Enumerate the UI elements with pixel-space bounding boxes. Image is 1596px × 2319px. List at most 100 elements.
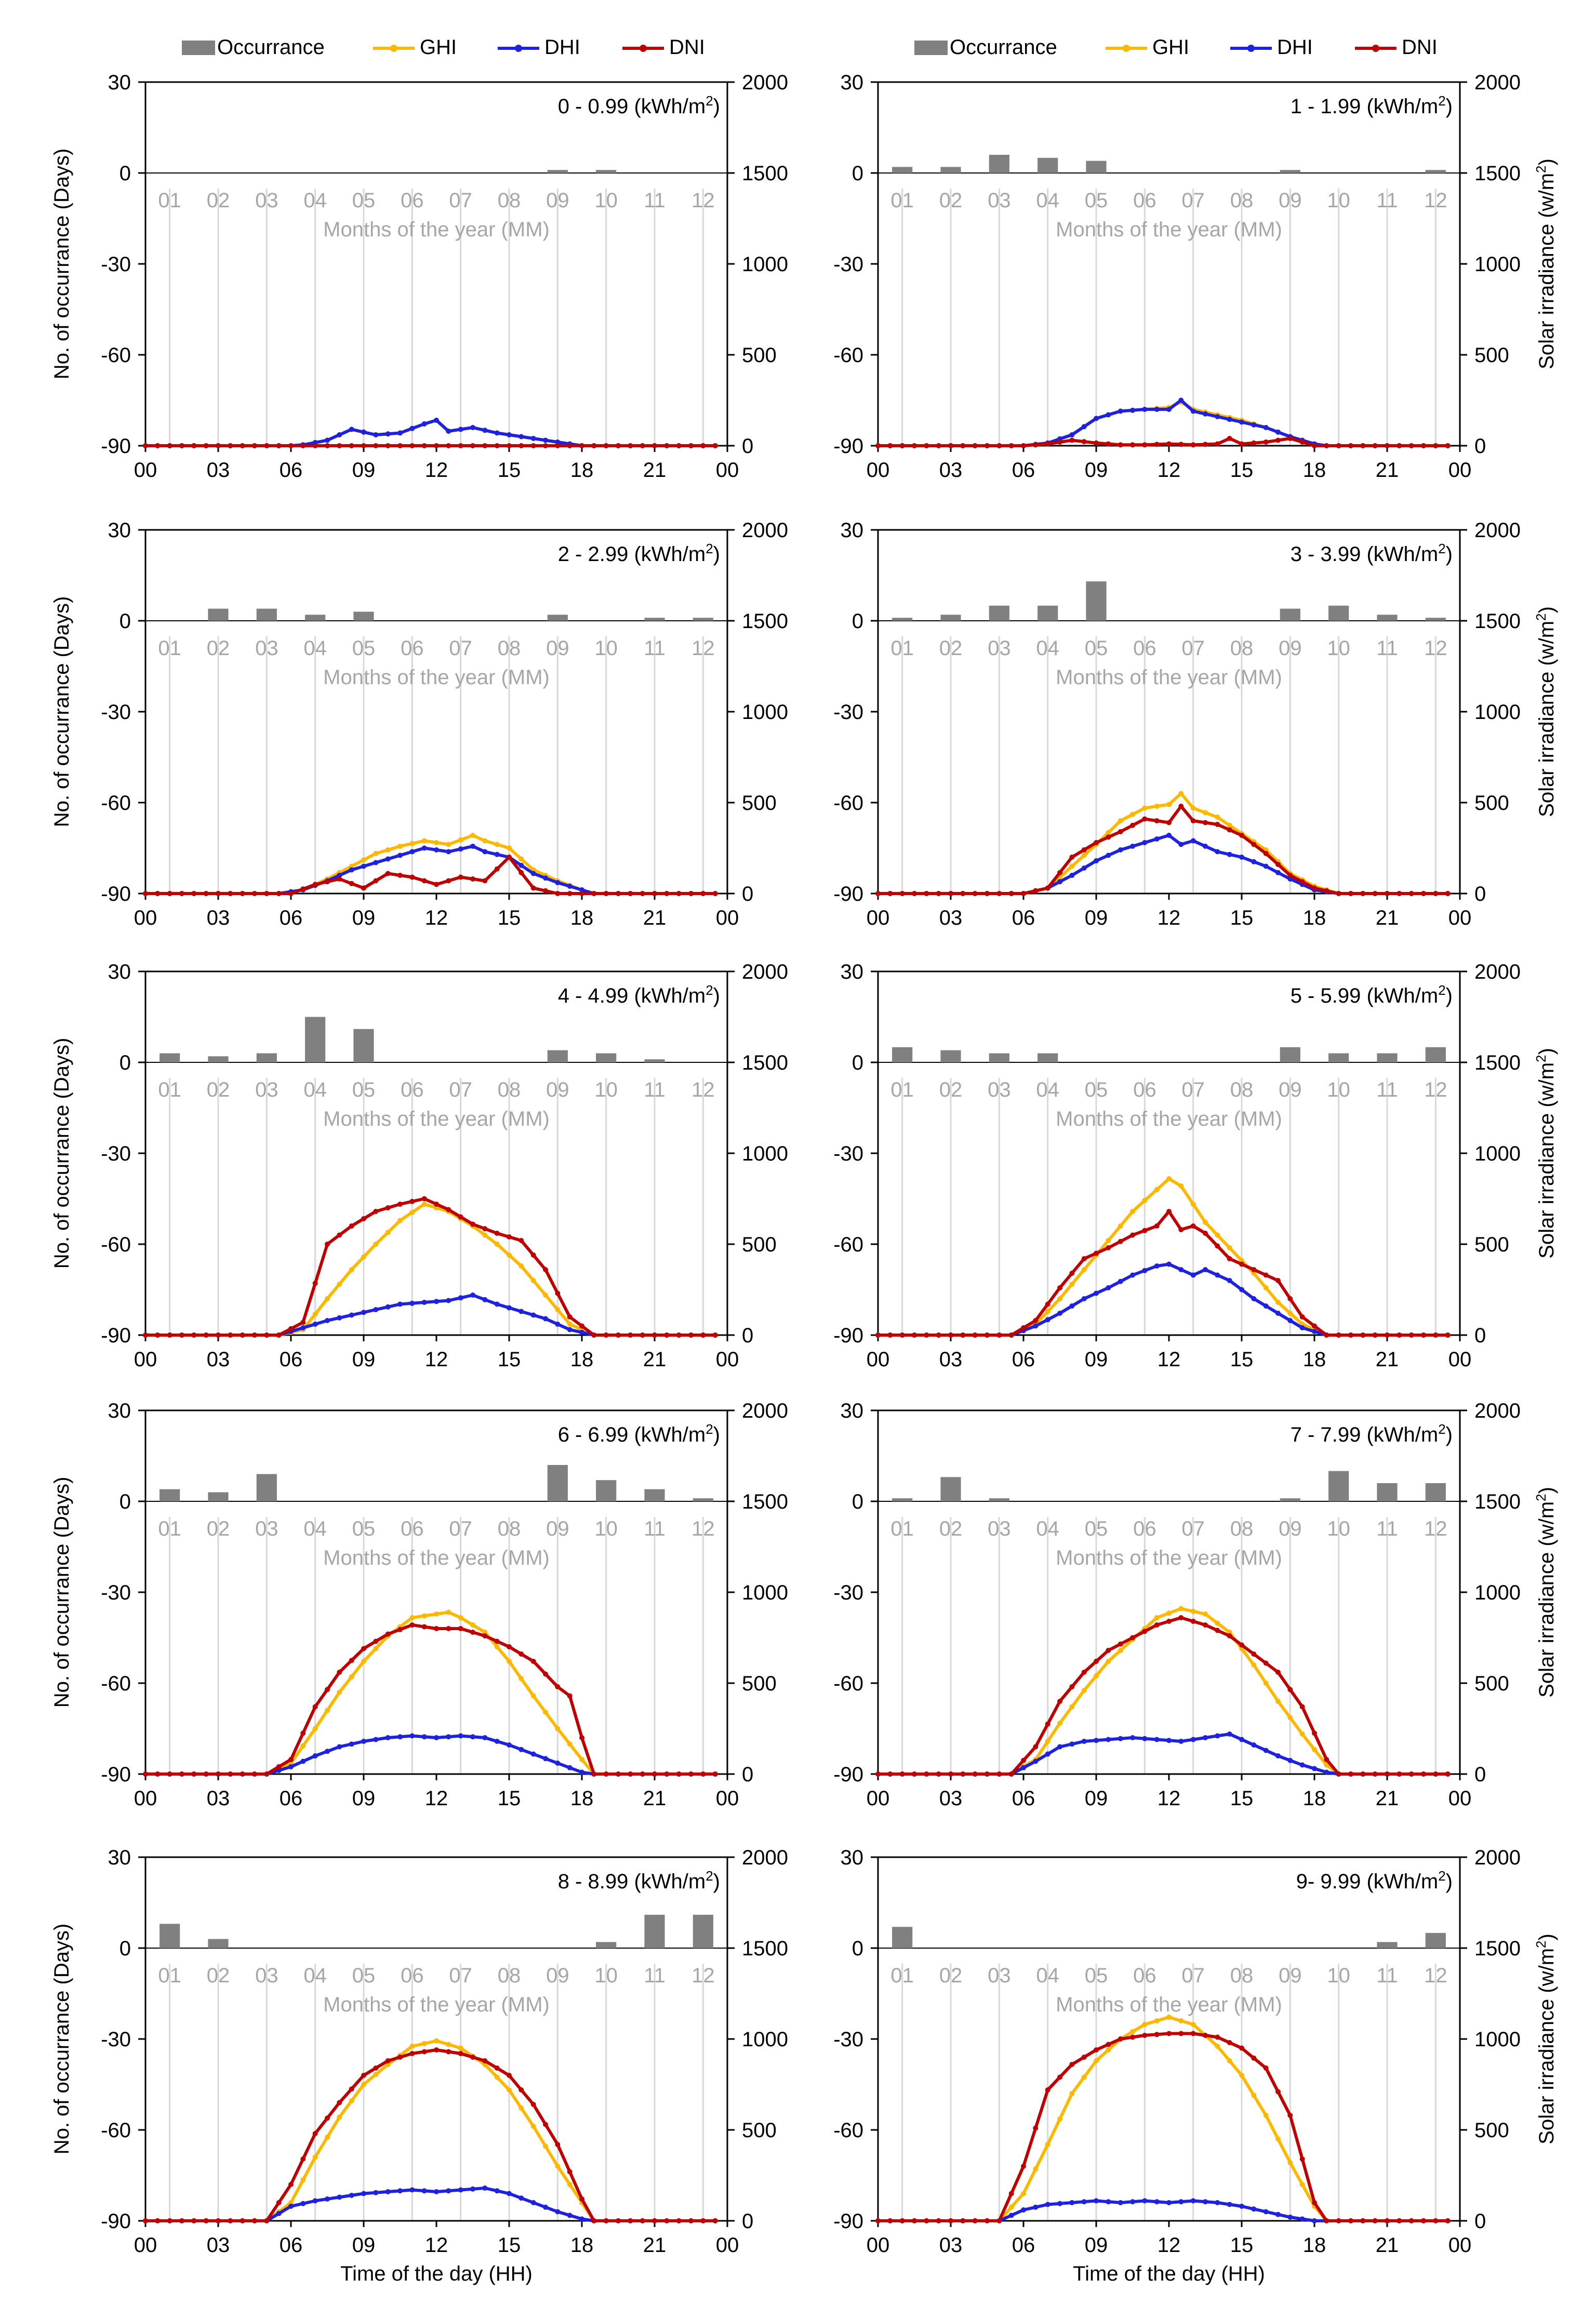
series-point-dni (240, 1771, 245, 1777)
series-point-dni (446, 2049, 451, 2055)
occurrence-bar (693, 618, 713, 621)
hour-tick-label: 21 (1376, 2234, 1399, 2257)
series-point-dni (960, 443, 966, 448)
left-tick-label: -30 (833, 1581, 863, 1604)
series-point-dni (470, 443, 475, 448)
series-point-dni (349, 1223, 354, 1229)
series-point-dni (948, 1332, 953, 1338)
series-point-dni (924, 1771, 929, 1777)
series-point-dni (1094, 440, 1099, 446)
series-point-dni (700, 1771, 706, 1777)
right-tick-label: 0 (742, 1763, 753, 1786)
series-point-dni (1239, 1642, 1244, 1648)
series-point-ghi (1239, 1258, 1244, 1263)
hour-tick-label: 18 (570, 459, 594, 482)
month-tick-label: 04 (303, 637, 327, 660)
hour-tick-label: 00 (867, 2234, 890, 2257)
series-point-ghi (1227, 1630, 1232, 1635)
series-point-dni (1190, 1223, 1196, 1229)
legend-label-dhi: DHI (544, 36, 580, 59)
series-point-dni (470, 876, 475, 882)
hour-tick-label: 00 (134, 907, 157, 929)
series-point-dni (972, 2218, 978, 2223)
series-point-dni (1396, 1332, 1402, 1338)
panel-title: 6 - 6.99 (kWh/m2) (558, 1421, 720, 1446)
series-point-dni (1275, 1670, 1281, 1675)
series-point-ghi (1021, 2191, 1026, 2196)
series-point-dhi (567, 1765, 573, 1770)
left-tick-label: 30 (108, 519, 131, 542)
series-point-ghi (1324, 1762, 1329, 1768)
series-point-dni (1166, 1209, 1172, 1214)
series-point-dhi (1275, 2211, 1281, 2217)
left-tick-label: -30 (101, 1581, 131, 1604)
series-point-dni (1263, 1272, 1269, 1278)
series-point-dni (264, 891, 270, 896)
month-tick-label: 11 (1376, 189, 1398, 212)
series-point-dni (712, 2218, 718, 2223)
series-point-dhi (1239, 1287, 1244, 1292)
series-point-dni (300, 1320, 306, 1325)
left-axis-label: No. of occurrance (Days) (50, 1924, 73, 2155)
right-tick-label: 2000 (742, 519, 788, 542)
series-point-ghi (579, 1757, 584, 1762)
series-point-dni (1408, 891, 1414, 896)
occurrence-bar (1377, 1483, 1398, 1501)
series-point-dhi (409, 1733, 415, 1739)
series-point-dhi (1275, 1311, 1281, 1316)
series-point-dni (1069, 1271, 1075, 1276)
series-point-dni (1033, 888, 1039, 894)
series-point-dni (985, 891, 990, 896)
series-point-dhi (494, 851, 500, 857)
occurrence-bar (1280, 1047, 1300, 1062)
series-point-dni (361, 885, 366, 891)
series-point-ghi (1275, 1699, 1281, 1704)
series-point-dni (276, 1332, 282, 1338)
series-point-ghi (337, 2114, 342, 2120)
series-point-dni (1227, 1256, 1232, 1261)
x-axis-label: Time of the day (HH) (1073, 2262, 1265, 2285)
series-point-dhi (458, 427, 463, 432)
series-point-dni (518, 1238, 524, 1243)
series-point-dni (1433, 443, 1439, 448)
series-point-dni (591, 2218, 597, 2223)
series-point-ghi (1263, 1285, 1269, 1290)
series-point-dni (996, 2218, 1002, 2223)
series-point-ghi (507, 845, 512, 851)
series-point-ghi (434, 1611, 439, 1617)
hour-tick-label: 03 (207, 1348, 230, 1371)
series-point-dni (1336, 2218, 1341, 2223)
hour-tick-label: 21 (1376, 907, 1399, 929)
occurrence-bar (353, 611, 374, 621)
left-tick-label: 0 (852, 162, 863, 185)
series-point-dni (1106, 1648, 1111, 1653)
series-point-dni (288, 1326, 294, 1331)
series-point-dni (1142, 1228, 1148, 1233)
series-point-dni (1324, 443, 1329, 448)
series-point-dhi (458, 1295, 463, 1301)
series-point-dhi (555, 2209, 561, 2215)
series-point-dni (899, 891, 905, 896)
series-point-dni (337, 1232, 342, 1238)
series-point-dni (276, 2200, 282, 2205)
series-point-ghi (518, 2105, 524, 2111)
series-point-dhi (337, 432, 342, 437)
series-point-dhi (1166, 2200, 1172, 2205)
series-point-dhi (1263, 863, 1269, 869)
series-point-ghi (1166, 2015, 1172, 2020)
series-point-ghi (1118, 1223, 1123, 1229)
series-line-dni (878, 1210, 1448, 1337)
series-point-dni (1227, 2040, 1232, 2045)
series-point-dni (203, 1771, 209, 1777)
series-point-dni (1154, 2032, 1160, 2037)
series-point-dni (1130, 1232, 1135, 1238)
hour-tick-label: 00 (716, 1787, 739, 1810)
right-tick-label: 0 (1474, 883, 1486, 905)
series-point-dni (700, 1332, 706, 1338)
hour-tick-label: 15 (498, 2234, 521, 2257)
month-tick-label: 01 (158, 1078, 181, 1101)
series-point-dni (996, 1771, 1002, 1777)
month-tick-label: 09 (546, 1078, 569, 1101)
series-point-dni (924, 443, 929, 448)
series-point-dni (1263, 2065, 1269, 2071)
